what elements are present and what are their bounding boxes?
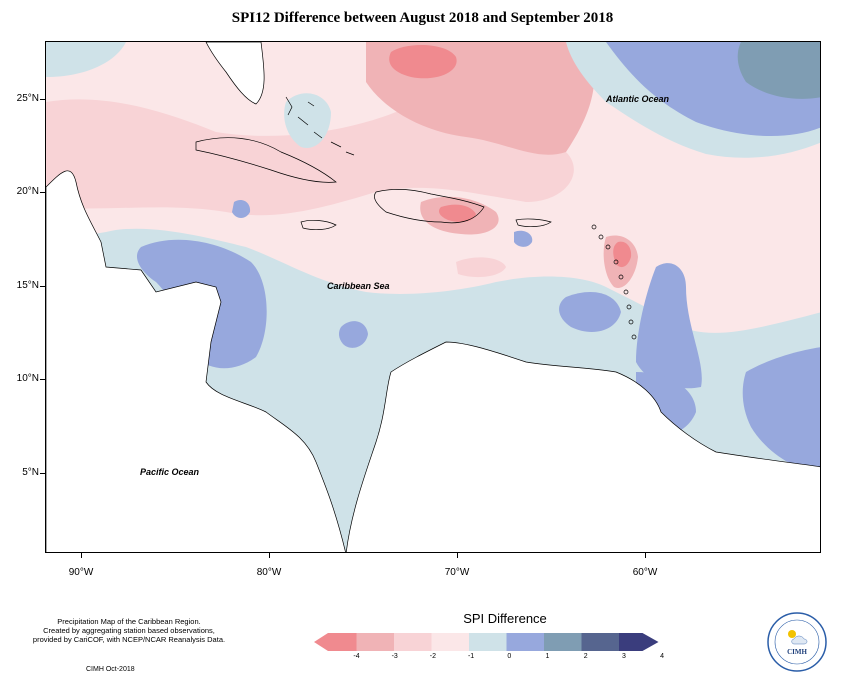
- pink-zone-sea: [456, 257, 506, 278]
- central-america-land: [46, 170, 346, 552]
- puerto-rico-outline: [515, 218, 552, 228]
- lon-tick: [81, 553, 82, 558]
- lon-tick: [457, 553, 458, 558]
- lat-label-15n: 15°N: [16, 280, 39, 291]
- legend-tick-label: 0: [507, 653, 512, 660]
- legend-swatch: [431, 633, 469, 651]
- legend-tick-label: -2: [429, 653, 436, 660]
- south-america-land: [345, 341, 820, 552]
- credits: Precipitation Map of the Caribbean Regio…: [14, 617, 244, 644]
- lat-label-25n: 25°N: [16, 93, 39, 104]
- spi-map: [46, 42, 820, 552]
- east-caribbean-blue: [559, 292, 621, 332]
- credit-line: provided by CariCOF, with NCEP/NCAR Rean…: [32, 635, 226, 644]
- lesser-antilles: [591, 224, 637, 340]
- lon-tick: [269, 553, 270, 558]
- cimh-logo: CIMH: [767, 612, 827, 672]
- caribbean-blue-spot: [338, 321, 368, 348]
- pacific-ocean-label: Pacific Ocean: [140, 467, 200, 477]
- legend-tick-label: 3: [621, 653, 626, 660]
- lon-label-80w: 80°W: [256, 567, 282, 578]
- legend-swatch: [314, 633, 357, 651]
- lat-label-10n: 10°N: [16, 373, 39, 384]
- legend-tick-label: 2: [583, 653, 588, 660]
- legend-tick-label: 1: [545, 653, 550, 660]
- lat-label-20n: 20°N: [16, 186, 39, 197]
- legend-tick-label: -1: [467, 653, 475, 660]
- hispaniola-outline: [374, 189, 485, 224]
- caribbean-sea-label: Caribbean Sea: [327, 281, 390, 291]
- lat-tick: [40, 192, 45, 193]
- bahamas-islands: [285, 96, 355, 156]
- hispaniola-red: [438, 204, 476, 222]
- legend-swatch: [506, 633, 544, 651]
- cloud-icon: [791, 635, 808, 645]
- lon-label-60w: 60°W: [632, 567, 658, 578]
- logo-text: CIMH: [787, 648, 807, 656]
- legend-tick-label: 4: [660, 653, 665, 660]
- legend-swatch: [394, 633, 432, 651]
- lat-tick: [40, 379, 45, 380]
- lon-label-90w: 90°W: [68, 567, 94, 578]
- legend-swatch: [619, 633, 659, 651]
- legend-tick-label: -4: [353, 653, 360, 660]
- cayman-blue: [232, 200, 251, 218]
- legend-colorbar: [314, 633, 659, 651]
- atlantic-darkblue: [737, 42, 820, 99]
- credit-line: Precipitation Map of the Caribbean Regio…: [57, 617, 201, 626]
- lat-label-5n: 5°N: [22, 467, 39, 478]
- lat-tick: [40, 99, 45, 100]
- legend-swatch: [544, 633, 582, 651]
- atlantic-south-blue: [742, 347, 820, 472]
- bahamas-wet: [284, 93, 331, 148]
- lat-tick: [40, 286, 45, 287]
- lon-tick: [645, 553, 646, 558]
- windward-blue: [636, 263, 702, 389]
- sun-icon: [788, 630, 796, 638]
- lon-label-70w: 70°W: [444, 567, 470, 578]
- legend-title: SPI Difference: [463, 611, 547, 626]
- bahamas-wet-nw: [46, 42, 126, 77]
- puerto-rico-blue: [514, 230, 533, 247]
- map-title: SPI12 Difference between August 2018 and…: [231, 10, 614, 26]
- atlantic-ocean-label: Atlantic Ocean: [606, 94, 670, 104]
- credit-line: Created by aggregating station based obs…: [43, 626, 215, 635]
- cuba-outline: [195, 137, 337, 183]
- legend-swatch: [356, 633, 394, 651]
- red-zone: [389, 45, 457, 79]
- lat-tick: [40, 473, 45, 474]
- legend-swatch: [469, 633, 507, 651]
- jamaica-outline: [300, 219, 337, 231]
- map-area[interactable]: [45, 41, 821, 553]
- florida-land: [205, 42, 265, 105]
- legend-tick-label: -3: [391, 653, 398, 660]
- issued-date: CIMH Oct-2018: [86, 666, 135, 673]
- legend-swatch: [581, 633, 619, 651]
